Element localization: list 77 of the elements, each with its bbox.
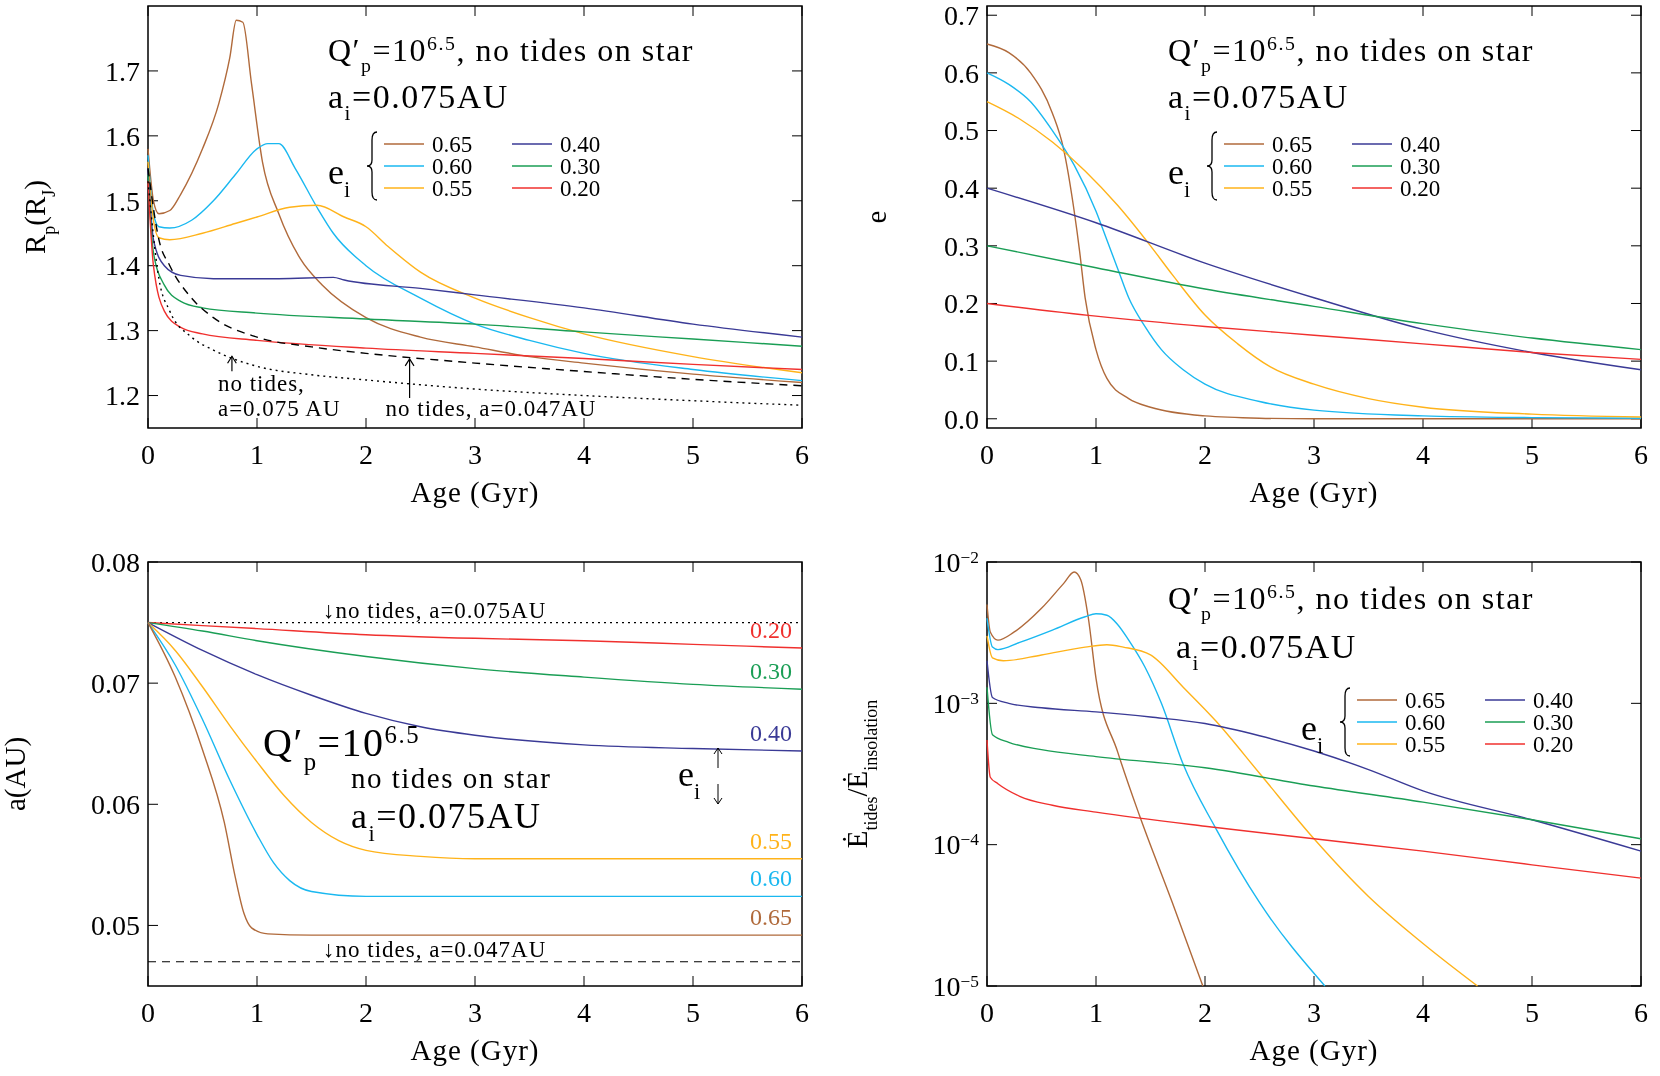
x-tick-label: 2 bbox=[1198, 439, 1212, 470]
legend-title: e$_{i}$ bbox=[1168, 152, 1191, 202]
series-label: 0.20 bbox=[750, 617, 792, 644]
y-tick-label: 1.7 bbox=[105, 55, 140, 87]
y-axis-title: a(AU) bbox=[0, 736, 32, 812]
x-tick-label: 4 bbox=[577, 997, 591, 1028]
y-tick-label: 0.6 bbox=[944, 57, 979, 89]
x-tick-label: 2 bbox=[359, 997, 373, 1028]
y-tick-label: 0.06 bbox=[91, 789, 140, 821]
annotation: no tides, a=0.047AU bbox=[385, 395, 597, 421]
x-tick-label: 0 bbox=[141, 997, 155, 1028]
y-tick-label: 1.5 bbox=[105, 185, 140, 217]
y-tick-label: 0.07 bbox=[91, 667, 140, 699]
x-tick-label: 1 bbox=[250, 439, 264, 470]
legend-title: e$_{i}$ bbox=[678, 754, 701, 804]
text: a$_{i}$=0.075AU bbox=[1176, 628, 1357, 675]
y-tick-label: 1.3 bbox=[105, 315, 140, 347]
y-tick-label: 0.4 bbox=[944, 172, 979, 204]
y-tick-label: 10$^{−4}$ bbox=[932, 829, 980, 861]
annotation: no tides, a=0.075 AU bbox=[217, 371, 341, 422]
legend-title: e$_{i}$ bbox=[328, 152, 351, 202]
y-tick-label: 10$^{−2}$ bbox=[932, 546, 979, 578]
y-tick-label: 0.1 bbox=[944, 345, 979, 377]
x-axis-title: Age (Gyr) bbox=[1249, 1034, 1379, 1067]
ref-line-label: ↓no tides, a=0.047AU bbox=[323, 936, 547, 962]
y-tick-label: 10$^{−3}$ bbox=[932, 688, 979, 720]
y-tick-label: 1.2 bbox=[105, 380, 140, 412]
text: Q′$_{p}$=10$^{6.5}$, no tides on star bbox=[328, 32, 695, 76]
x-tick-label: 4 bbox=[1416, 997, 1430, 1028]
x-tick-label: 4 bbox=[1416, 439, 1430, 470]
x-tick-label: 0 bbox=[141, 439, 155, 470]
y-tick-label: 0.7 bbox=[944, 0, 979, 32]
text: a$_{i}$=0.075AU bbox=[1168, 78, 1349, 125]
x-tick-label: 3 bbox=[1307, 439, 1321, 470]
x-tick-label: 4 bbox=[577, 439, 591, 470]
x-tick-label: 1 bbox=[1089, 997, 1103, 1028]
y-tick-label: 0.2 bbox=[944, 288, 979, 320]
y-tick-label: 0.3 bbox=[944, 230, 979, 262]
series-label: 0.40 bbox=[750, 719, 792, 746]
x-tick-label: 6 bbox=[795, 439, 809, 470]
x-tick-label: 2 bbox=[359, 439, 373, 470]
x-tick-label: 5 bbox=[686, 439, 700, 470]
x-tick-label: 3 bbox=[468, 997, 482, 1028]
x-axis-title: Age (Gyr) bbox=[1249, 476, 1379, 509]
series-label: 0.55 bbox=[750, 827, 792, 854]
x-tick-label: 3 bbox=[1307, 997, 1321, 1028]
y-axis-title: e bbox=[860, 210, 892, 224]
x-tick-label: 5 bbox=[1525, 439, 1539, 470]
y-tick-label: 1.4 bbox=[105, 250, 140, 282]
x-tick-label: 5 bbox=[1525, 997, 1539, 1028]
x-tick-label: 6 bbox=[795, 997, 809, 1028]
x-tick-label: 0 bbox=[980, 997, 994, 1028]
series-label: 0.30 bbox=[750, 658, 792, 685]
legend-title: e$_{i}$ bbox=[1301, 708, 1324, 758]
x-tick-label: 2 bbox=[1198, 997, 1212, 1028]
y-tick-label: 0.5 bbox=[944, 115, 979, 147]
x-tick-label: 1 bbox=[1089, 439, 1103, 470]
text: a$_{i}$=0.075AU bbox=[328, 78, 509, 125]
series-label: 0.60 bbox=[750, 865, 792, 892]
y-tick-label: 10$^{−5}$ bbox=[932, 970, 979, 1002]
text: Q′$_{p}$=10$^{6.5}$, no tides on star bbox=[1168, 32, 1535, 76]
series-label: 0.65 bbox=[750, 904, 792, 931]
x-tick-label: 6 bbox=[1634, 439, 1648, 470]
y-tick-label: 0.05 bbox=[91, 910, 140, 942]
y-tick-label: 1.6 bbox=[105, 120, 140, 152]
x-tick-label: 1 bbox=[250, 997, 264, 1028]
y-tick-label: 0.08 bbox=[91, 546, 140, 578]
x-tick-label: 5 bbox=[686, 997, 700, 1028]
x-tick-label: 3 bbox=[468, 439, 482, 470]
ref-line-label: ↓no tides, a=0.075AU bbox=[323, 597, 547, 623]
x-tick-label: 0 bbox=[980, 439, 994, 470]
x-tick-label: 6 bbox=[1634, 997, 1648, 1028]
text: Q′$_{p}$=10$^{6.5}$, no tides on star bbox=[1168, 580, 1535, 624]
x-axis-title: Age (Gyr) bbox=[410, 1034, 540, 1067]
y-tick-label: 0.0 bbox=[944, 403, 979, 435]
x-axis-title: Age (Gyr) bbox=[410, 476, 540, 509]
annotation: a$_{i}$=0.075AU bbox=[351, 796, 542, 846]
